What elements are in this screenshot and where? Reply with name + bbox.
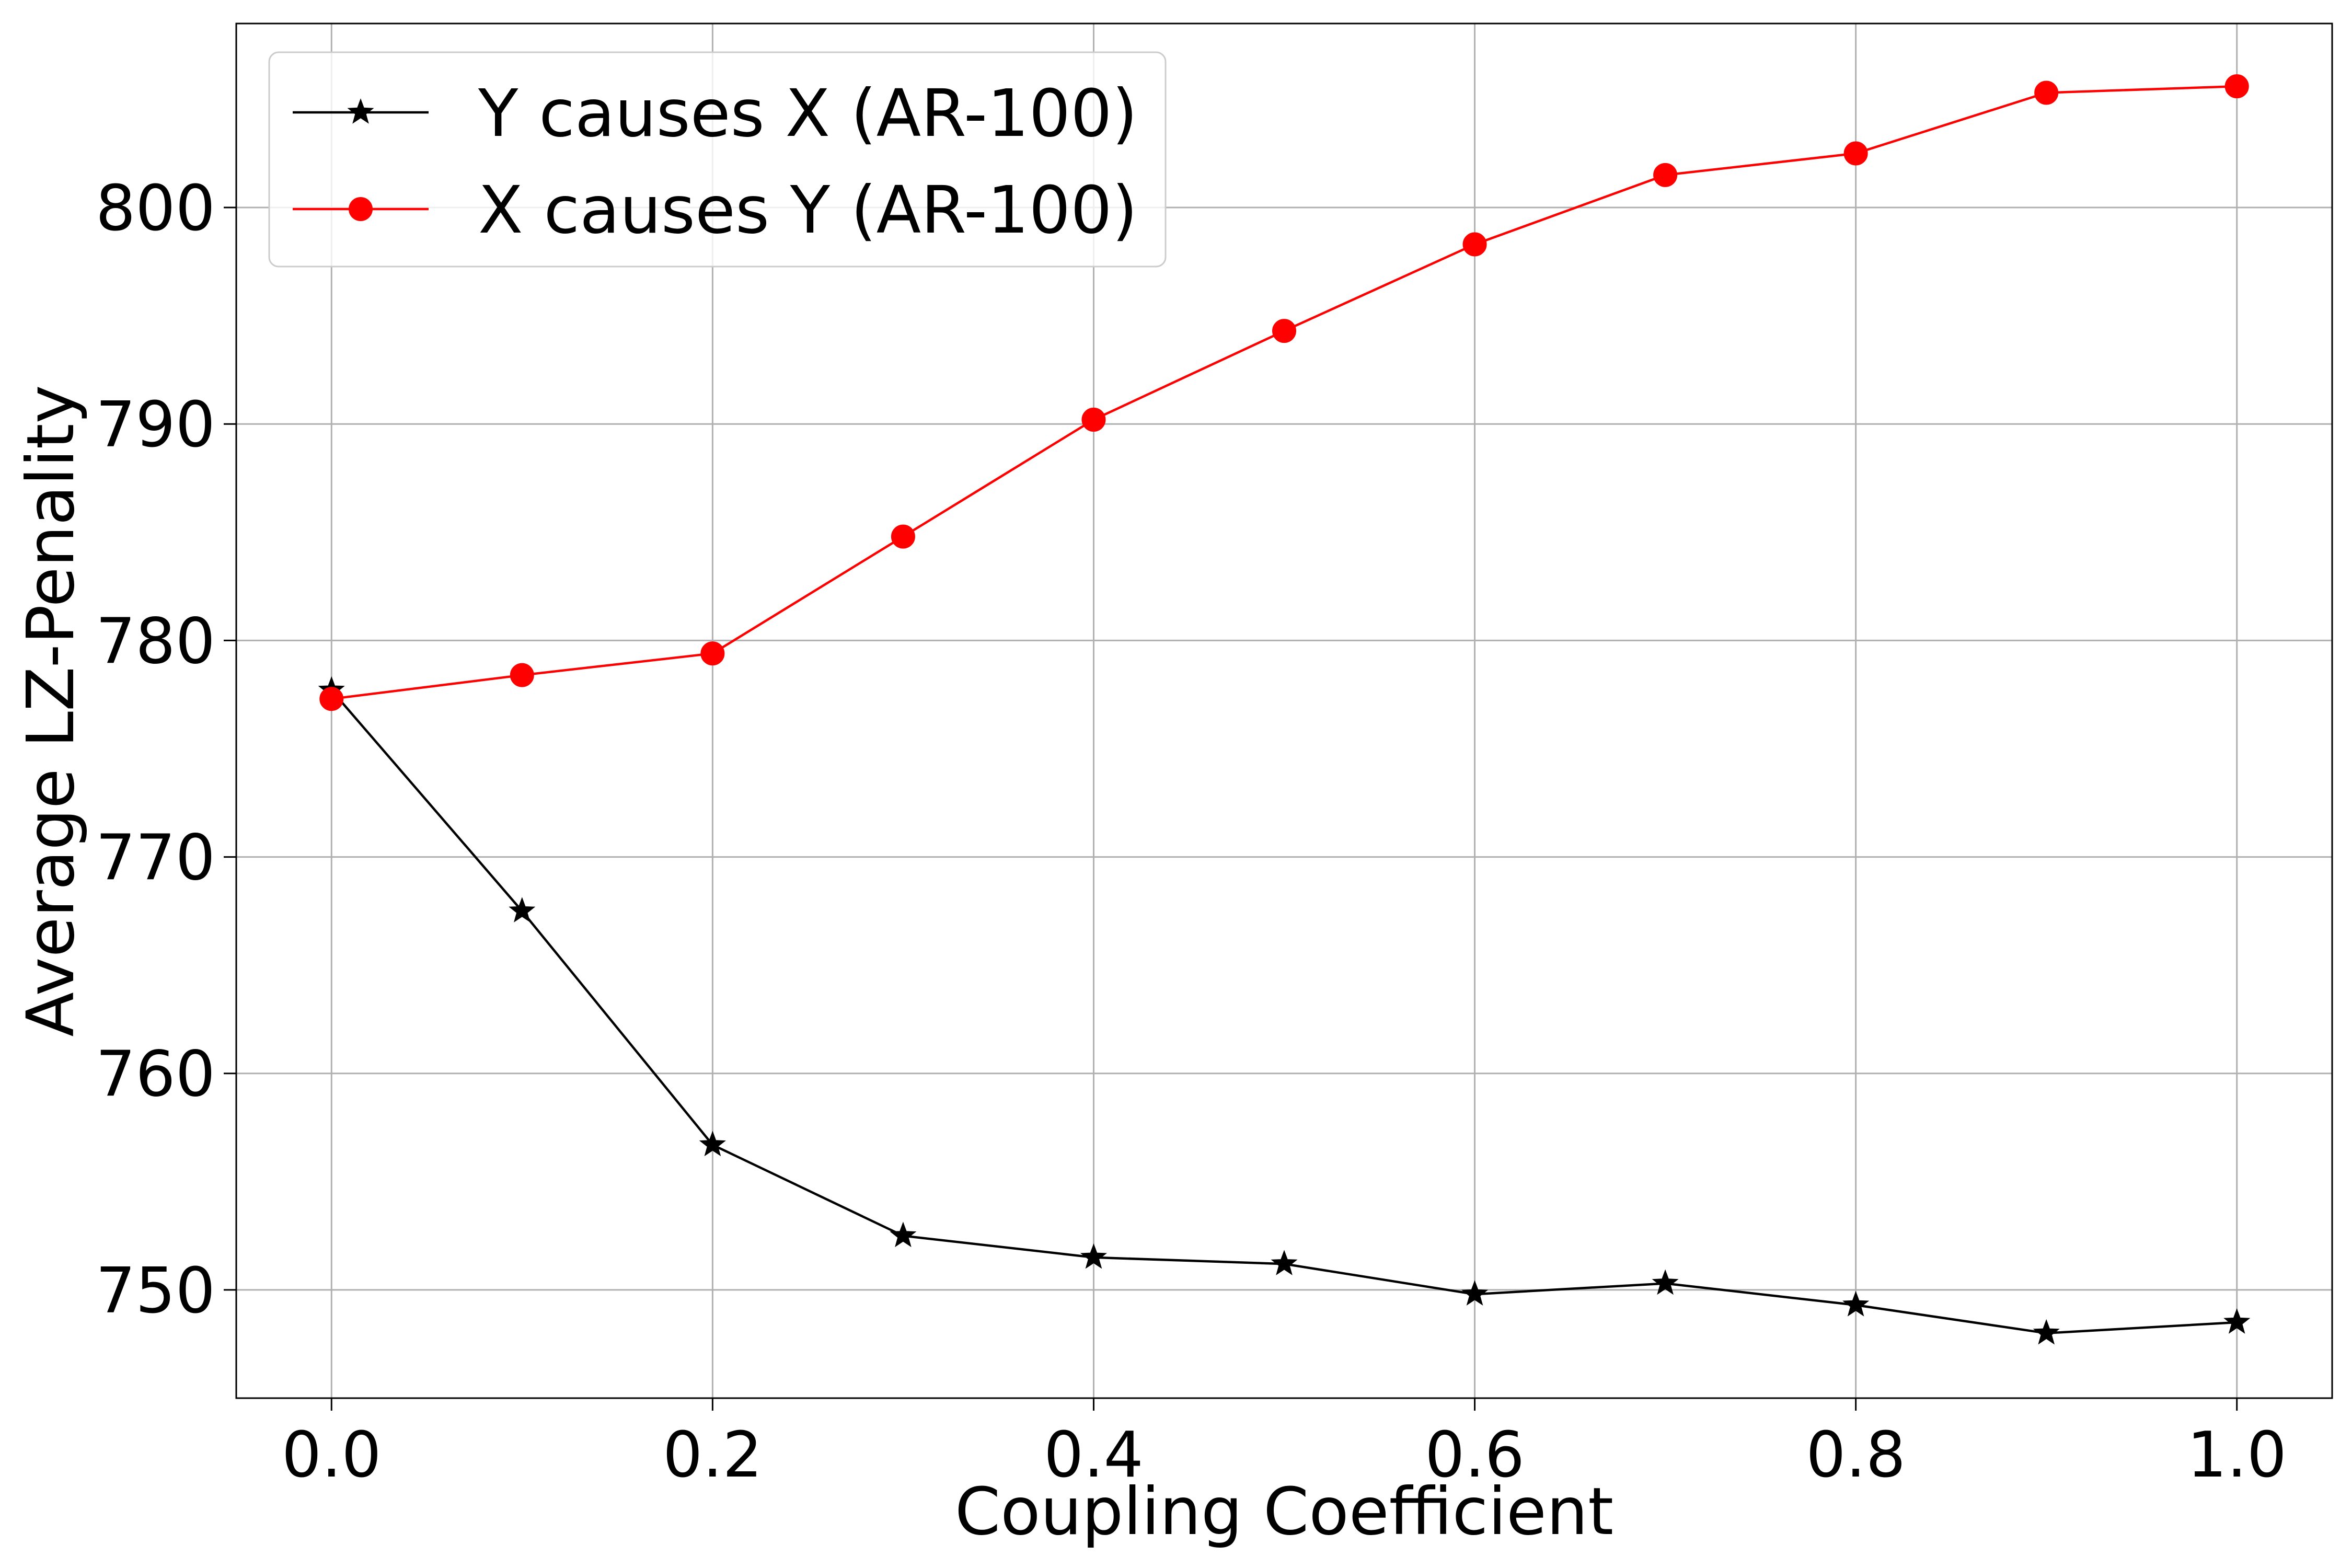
x-tick-label: 0.2 bbox=[663, 1419, 763, 1492]
data-point bbox=[1462, 232, 1487, 257]
data-point bbox=[891, 524, 915, 549]
x-tick-label: 0.6 bbox=[1425, 1419, 1525, 1492]
series-layer bbox=[318, 74, 2251, 1345]
data-point bbox=[1842, 1291, 1870, 1317]
legend-marker bbox=[349, 197, 373, 221]
data-point bbox=[1081, 407, 1106, 432]
data-point bbox=[1461, 1280, 1489, 1306]
y-tick-label: 800 bbox=[96, 172, 215, 245]
legend-label: X causes Y (AR-100) bbox=[478, 172, 1137, 248]
x-tick-label: 1.0 bbox=[2187, 1419, 2287, 1492]
data-point bbox=[2033, 1319, 2060, 1345]
data-point bbox=[700, 641, 725, 666]
x-tick-label: 0.4 bbox=[1044, 1419, 1144, 1492]
series-line bbox=[330, 689, 2237, 1334]
legend-label: Y causes X (AR-100) bbox=[478, 76, 1137, 152]
ticks: 0.0 0.2 0.4 0.6 0.8 1.0 750 760 770 780 790 800 bbox=[96, 172, 2287, 1492]
data-point bbox=[1272, 319, 1296, 343]
data-point bbox=[1653, 163, 1678, 187]
data-point bbox=[2224, 74, 2249, 99]
y-tick-label: 780 bbox=[96, 605, 215, 678]
data-point bbox=[2223, 1308, 2251, 1334]
x-tick-label: 0.8 bbox=[1806, 1419, 1906, 1492]
data-point bbox=[1843, 141, 1868, 166]
y-axis-label: Average LZ-Penality bbox=[13, 385, 89, 1036]
y-tick-label: 790 bbox=[96, 389, 215, 462]
data-point bbox=[319, 687, 344, 711]
data-point bbox=[1080, 1243, 1108, 1269]
legend-entry-1: Y causes X (AR-100) bbox=[293, 76, 1137, 152]
data-point bbox=[1271, 1250, 1298, 1275]
data-point bbox=[509, 897, 536, 923]
x-tick-label: 0.0 bbox=[282, 1419, 382, 1492]
data-point bbox=[510, 663, 534, 687]
y-tick-label: 760 bbox=[96, 1039, 215, 1111]
data-point bbox=[1652, 1269, 1679, 1295]
data-point bbox=[2034, 80, 2059, 105]
series-2 bbox=[319, 74, 2249, 711]
data-point bbox=[699, 1131, 726, 1157]
y-tick-label: 770 bbox=[96, 822, 215, 895]
legend: Y causes X (AR-100) X causes Y (AR-100) bbox=[268, 51, 1167, 268]
data-point bbox=[890, 1221, 917, 1248]
legend-marker bbox=[347, 98, 374, 124]
legend-entry-2: X causes Y (AR-100) bbox=[293, 172, 1137, 248]
legend-box bbox=[268, 51, 1167, 268]
plot-frame bbox=[235, 22, 2333, 1399]
x-axis-label: Coupling Coefficient bbox=[955, 1474, 1613, 1550]
y-tick-label: 750 bbox=[96, 1255, 215, 1328]
series-1 bbox=[318, 676, 2251, 1345]
